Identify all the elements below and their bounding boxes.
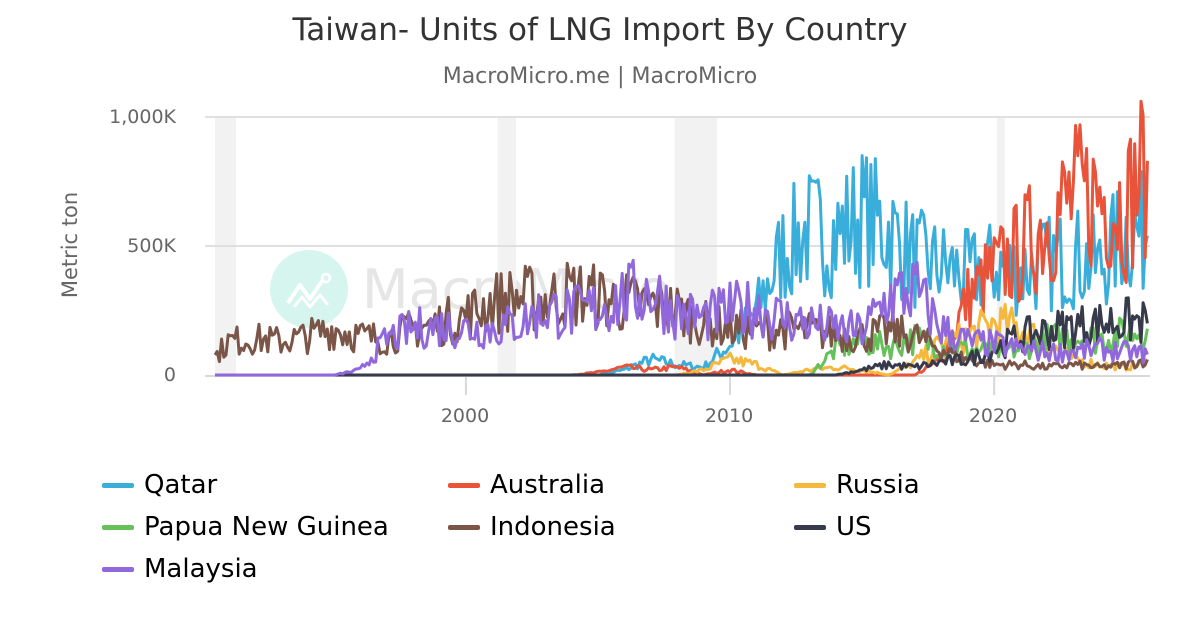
y-tick-1000k: 1,000K bbox=[109, 106, 176, 128]
x-tick-2000: 2000 bbox=[440, 405, 490, 427]
legend-swatch-icon bbox=[794, 524, 826, 530]
legend-label: Russia bbox=[836, 470, 920, 500]
legend-item-malaysia[interactable]: Malaysia bbox=[102, 554, 258, 584]
legend-item-papua-new-guinea[interactable]: Papua New Guinea bbox=[102, 512, 389, 542]
legend-label: Papua New Guinea bbox=[144, 512, 389, 542]
legend-item-qatar[interactable]: Qatar bbox=[102, 470, 217, 500]
legend-label: Indonesia bbox=[490, 512, 616, 542]
x-tick-2010: 2010 bbox=[704, 405, 754, 427]
x-tick-2020: 2020 bbox=[968, 405, 1018, 427]
chart-title: Taiwan- Units of LNG Import By Country bbox=[292, 12, 908, 48]
series-line-malaysia[interactable] bbox=[215, 258, 1149, 377]
legend-swatch-icon bbox=[102, 482, 134, 488]
legend-item-us[interactable]: US bbox=[794, 512, 872, 542]
series-line-indonesia[interactable] bbox=[213, 261, 1149, 371]
y-tick-0: 0 bbox=[163, 364, 176, 386]
legend-label: Qatar bbox=[144, 470, 218, 500]
chart-subtitle: MacroMicro.me | MacroMicro bbox=[442, 64, 758, 89]
legend-swatch-icon bbox=[448, 524, 480, 530]
legend-label: US bbox=[836, 512, 872, 542]
legend-item-russia[interactable]: Russia bbox=[794, 470, 920, 500]
legend-swatch-icon bbox=[448, 482, 480, 488]
legend-swatch-icon bbox=[794, 482, 826, 488]
legend-label: Malaysia bbox=[144, 554, 258, 584]
legend-label: Australia bbox=[490, 470, 606, 500]
legend-swatch-icon bbox=[102, 524, 134, 530]
legend-swatch-icon bbox=[102, 566, 134, 572]
chart-line-logo-icon bbox=[270, 250, 348, 328]
legend-item-indonesia[interactable]: Indonesia bbox=[448, 512, 616, 542]
y-tick-500k: 500K bbox=[127, 235, 176, 257]
legend-item-australia[interactable]: Australia bbox=[448, 470, 605, 500]
